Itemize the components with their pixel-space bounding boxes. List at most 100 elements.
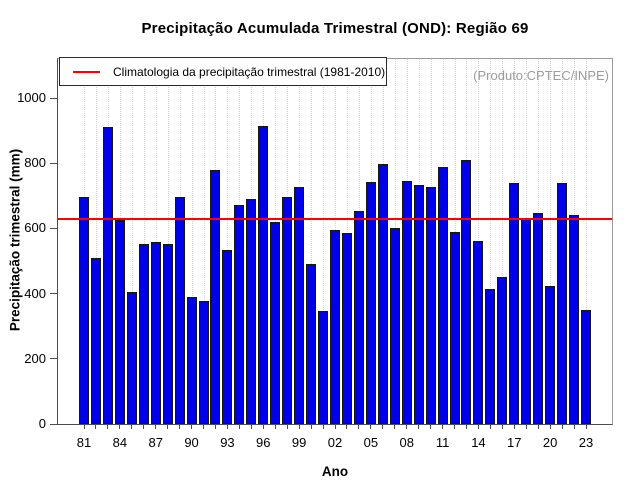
x-tick-label-2014: 14: [471, 435, 486, 450]
bar-2003: [341, 233, 352, 424]
bar-2004: [353, 211, 364, 424]
bar-2002: [330, 230, 340, 424]
x-tick-label-2017: 17: [507, 435, 522, 450]
bar-2000: [306, 264, 317, 424]
grid-line-1982: [95, 59, 97, 424]
bar-1998: [282, 197, 293, 424]
x-tick-2015: [489, 424, 491, 429]
x-tick-2020: [549, 424, 551, 429]
x-tick-1991: [203, 424, 205, 429]
climatology-line: [58, 218, 612, 221]
bar-1996: [258, 126, 269, 424]
x-tick-label-2020: 20: [542, 435, 558, 450]
bar-1990: [186, 297, 197, 424]
x-tick-2022: [573, 424, 575, 429]
x-tick-2009: [418, 424, 420, 429]
bar-1993: [222, 250, 233, 424]
x-tick-1986: [143, 424, 145, 429]
bar-2023: [581, 310, 591, 424]
x-tick-1997: [274, 424, 276, 429]
x-tick-2003: [346, 424, 348, 429]
grid-line-1993: [227, 59, 229, 424]
bar-2001: [318, 311, 329, 424]
x-tick-2008: [406, 424, 408, 429]
x-tick-label-1993: 93: [220, 435, 235, 450]
bar-2006: [377, 164, 388, 424]
bar-1997: [270, 222, 281, 424]
x-tick-label-1999: 99: [291, 435, 307, 450]
x-tick-2016: [501, 424, 503, 429]
x-tick-label-2005: 05: [363, 435, 379, 450]
legend-label: Climatologia da precipitação trimestral …: [113, 64, 386, 79]
y-tick-label-600: 600: [24, 220, 46, 236]
grid-line-1990: [191, 59, 193, 424]
x-tick-1996: [262, 424, 264, 429]
bar-2016: [497, 277, 508, 424]
grid-line-2015: [490, 59, 492, 424]
x-tick-1998: [286, 424, 288, 429]
x-tick-2002: [334, 424, 336, 429]
x-tick-2007: [394, 424, 396, 429]
chart-title: Precipitação Acumulada Trimestral (OND):…: [141, 20, 529, 37]
x-tick-label-1981: 81: [76, 435, 92, 450]
x-tick-1992: [214, 424, 216, 429]
grid-line-1985: [131, 59, 133, 424]
bar-2005: [365, 182, 376, 424]
bar-1983: [102, 127, 113, 424]
plot-area: 0 200 400 600 800 1000 81 84 87 90 93 96 99 02 05 08 11 1…: [17, 58, 613, 450]
x-tick-2005: [370, 424, 372, 429]
bar-1991: [198, 301, 209, 424]
x-axis-title: Ano: [321, 464, 349, 479]
x-tick-label-1990: 90: [184, 435, 199, 450]
bar-2017: [509, 183, 520, 424]
x-tick-1993: [226, 424, 228, 429]
x-tick-1995: [250, 424, 252, 429]
x-tick-1985: [131, 424, 133, 429]
bar-2014: [473, 241, 484, 424]
x-tick-1988: [167, 424, 169, 429]
grid-line-2000: [311, 59, 313, 424]
bar-2007: [389, 228, 400, 424]
x-tick-2004: [358, 424, 360, 429]
bar-2010: [425, 187, 436, 424]
bar-1995: [246, 199, 257, 424]
x-tick-2021: [561, 424, 563, 429]
grid-line-1987: [155, 59, 157, 424]
x-tick-1982: [95, 424, 97, 429]
x-tick-1984: [119, 424, 121, 429]
x-tick-1990: [191, 424, 193, 429]
bar-1989: [174, 197, 185, 424]
x-tick-2023: [585, 424, 587, 429]
x-tick-2017: [513, 424, 515, 429]
bar-2020: [545, 286, 556, 424]
bar-2012: [449, 232, 460, 424]
bar-2019: [533, 213, 544, 424]
y-tick-400: [50, 293, 57, 295]
y-tick-0: [50, 423, 57, 425]
x-tick-label-1996: 96: [256, 435, 271, 450]
x-tick-2000: [310, 424, 312, 429]
x-tick-1987: [155, 424, 157, 429]
produto-credit-label: (Produto:CPTEC/INPE): [473, 68, 609, 83]
bar-2011: [437, 167, 448, 424]
x-tick-2018: [525, 424, 527, 429]
x-tick-label-2002: 02: [327, 435, 343, 450]
x-tick-2010: [430, 424, 432, 429]
legend-red-line-icon: [73, 70, 100, 73]
grid-line-2016: [502, 59, 504, 424]
bar-1985: [126, 292, 137, 424]
grid-line-1988: [167, 59, 169, 424]
grid-line-1986: [143, 59, 145, 424]
bar-2022: [569, 215, 580, 424]
grid-line-2023: [586, 59, 587, 424]
grid-line-1991: [203, 59, 205, 424]
bar-2018: [521, 219, 532, 424]
x-tick-label-2023: 23: [578, 435, 594, 450]
y-tick-800: [50, 162, 57, 164]
y-tick-label-800: 800: [24, 155, 46, 171]
x-tick-2019: [537, 424, 539, 429]
bar-1992: [210, 170, 221, 424]
bar-1984: [114, 220, 125, 424]
x-tick-2001: [322, 424, 324, 429]
x-tick-label-2011: 11: [435, 435, 450, 450]
